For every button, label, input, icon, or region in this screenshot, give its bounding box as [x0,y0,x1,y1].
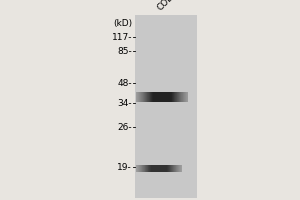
Text: 26-: 26- [117,122,132,132]
Bar [135,15,197,198]
Text: 85-: 85- [117,46,132,55]
Text: 19-: 19- [117,162,132,171]
Text: COLO205: COLO205 [156,0,192,12]
Text: 48-: 48- [117,78,132,88]
Text: (kD): (kD) [113,19,132,28]
Text: 34-: 34- [117,98,132,108]
Text: 117-: 117- [112,32,132,42]
